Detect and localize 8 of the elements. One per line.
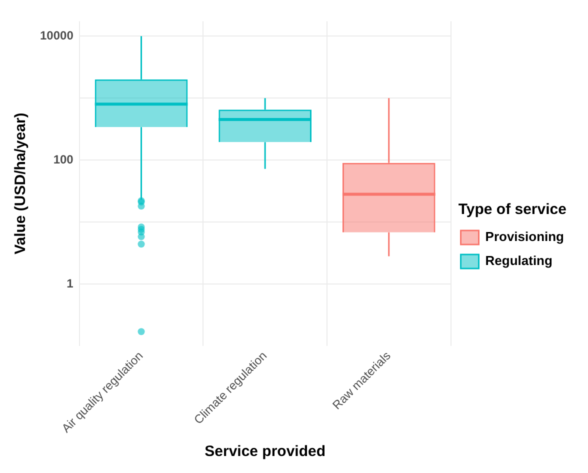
y-tick-label: 100 [53,152,74,166]
legend-title: Type of service [458,201,566,218]
y-tick-label: 1 [66,276,74,290]
y-axis-title: Value (USD/ha/year) [12,112,30,254]
x-axis-title: Service provided [204,443,326,460]
legend-label: Regulating [485,253,552,268]
legend-label: Provisioning [485,229,564,244]
y-tick-label: 10000 [40,28,74,42]
